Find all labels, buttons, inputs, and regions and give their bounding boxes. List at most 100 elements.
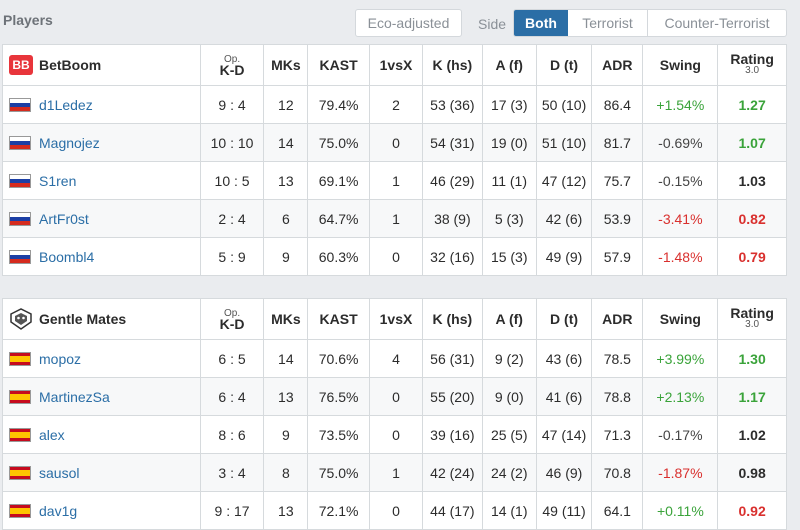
cell-af: 9 (2) bbox=[481, 339, 537, 378]
table-row: sausol 3 : 4 8 75.0% 1 42 (24) 24 (2) 46 (9) 70.… bbox=[2, 453, 787, 492]
col-kast[interactable]: KAST bbox=[307, 44, 370, 86]
cell-af: 19 (0) bbox=[481, 123, 537, 162]
player-name-link[interactable]: S1ren bbox=[39, 172, 77, 189]
gentle-mates-logo-icon[interactable] bbox=[9, 308, 33, 330]
cell-kast: 73.5% bbox=[307, 415, 370, 454]
cell-khs: 44 (17) bbox=[422, 491, 483, 530]
cell-kast: 76.5% bbox=[307, 377, 370, 416]
cell-swing: -1.48% bbox=[642, 237, 719, 276]
col-rating-version: 3.0 bbox=[745, 65, 760, 76]
cell-dt: 50 (10) bbox=[535, 85, 593, 124]
col-rating[interactable]: Rating 3.0 bbox=[717, 298, 787, 340]
player-name-link[interactable]: alex bbox=[39, 426, 65, 443]
cell-kast: 72.1% bbox=[307, 491, 370, 530]
cell-khs: 54 (31) bbox=[422, 123, 483, 162]
cell-af: 17 (3) bbox=[481, 85, 537, 124]
cell-kast: 75.0% bbox=[307, 123, 370, 162]
cell-kd: 10 : 10 bbox=[199, 123, 265, 162]
col-kd[interactable]: Op. K-D bbox=[199, 298, 265, 340]
cell-rating: 1.27 bbox=[717, 85, 787, 124]
cell-mks: 14 bbox=[263, 123, 309, 162]
cell-rating: 1.03 bbox=[717, 161, 787, 200]
cell-dt: 43 (6) bbox=[535, 339, 593, 378]
cell-khs: 32 (16) bbox=[422, 237, 483, 276]
player-name-link[interactable]: Magnojez bbox=[39, 134, 100, 151]
cell-dt: 47 (12) bbox=[535, 161, 593, 200]
player-cell: S1ren bbox=[2, 161, 201, 200]
side-filter: Both Terrorist Counter-Terrorist bbox=[513, 9, 787, 37]
col-adr[interactable]: ADR bbox=[591, 44, 644, 86]
side-both-button[interactable]: Both bbox=[514, 10, 568, 36]
col-rating[interactable]: Rating 3.0 bbox=[717, 44, 787, 86]
eco-adjusted-toggle[interactable]: Eco-adjusted bbox=[355, 9, 462, 37]
col-adr[interactable]: ADR bbox=[591, 298, 644, 340]
cell-kd: 6 : 5 bbox=[199, 339, 265, 378]
side-terrorist-button[interactable]: Terrorist bbox=[568, 10, 648, 36]
player-name-link[interactable]: dav1g bbox=[39, 502, 78, 519]
cell-kast: 64.7% bbox=[307, 199, 370, 238]
player-name-link[interactable]: MartinezSa bbox=[39, 388, 110, 405]
cell-adr: 57.9 bbox=[591, 237, 644, 276]
col-khs[interactable]: K (hs) bbox=[422, 44, 483, 86]
col-kd[interactable]: Op. K-D bbox=[199, 44, 265, 86]
cell-dt: 41 (6) bbox=[535, 377, 593, 416]
cell-swing: -0.69% bbox=[642, 123, 719, 162]
team-name[interactable]: BetBoom bbox=[39, 57, 102, 73]
cell-mks: 8 bbox=[263, 453, 309, 492]
player-name-link[interactable]: Boombl4 bbox=[39, 248, 95, 265]
player-cell: MartinezSa bbox=[2, 377, 201, 416]
cell-mks: 14 bbox=[263, 339, 309, 378]
cell-khs: 42 (24) bbox=[422, 453, 483, 492]
cell-swing: -3.41% bbox=[642, 199, 719, 238]
cell-vsx: 0 bbox=[368, 237, 424, 276]
player-name-link[interactable]: sausol bbox=[39, 464, 80, 481]
side-ct-button[interactable]: Counter-Terrorist bbox=[664, 15, 770, 31]
col-dt[interactable]: D (t) bbox=[535, 44, 593, 86]
cell-af: 9 (0) bbox=[481, 377, 537, 416]
col-kast[interactable]: KAST bbox=[307, 298, 370, 340]
cell-adr: 64.1 bbox=[591, 491, 644, 530]
player-name-link[interactable]: ArtFr0st bbox=[39, 210, 89, 227]
section-title: Players bbox=[3, 12, 53, 28]
cell-kd: 6 : 4 bbox=[199, 377, 265, 416]
col-khs[interactable]: K (hs) bbox=[422, 298, 483, 340]
cell-mks: 13 bbox=[263, 491, 309, 530]
player-name-link[interactable]: d1Ledez bbox=[39, 96, 93, 113]
team-header: BB BetBoom bbox=[2, 44, 201, 86]
cell-vsx: 1 bbox=[368, 453, 424, 492]
cell-dt: 46 (9) bbox=[535, 453, 593, 492]
cell-adr: 75.7 bbox=[591, 161, 644, 200]
cell-af: 24 (2) bbox=[481, 453, 537, 492]
cell-af: 15 (3) bbox=[481, 237, 537, 276]
team-name[interactable]: Gentle Mates bbox=[39, 311, 127, 327]
player-cell: mopoz bbox=[2, 339, 201, 378]
cell-rating: 1.30 bbox=[717, 339, 787, 378]
betboom-logo-icon[interactable]: BB bbox=[9, 55, 33, 75]
player-cell: Magnojez bbox=[2, 123, 201, 162]
col-kd-label: K-D bbox=[219, 62, 245, 78]
table-header-row: BB BetBoom Op. K-D MKs KAST 1vsX K (hs) A (f) D (… bbox=[2, 44, 787, 86]
player-cell: ArtFr0st bbox=[2, 199, 201, 238]
cell-adr: 78.5 bbox=[591, 339, 644, 378]
col-vsx[interactable]: 1vsX bbox=[368, 44, 424, 86]
col-mks[interactable]: MKs bbox=[263, 298, 309, 340]
flag-ru-icon bbox=[9, 249, 31, 264]
col-swing[interactable]: Swing bbox=[642, 298, 719, 340]
col-dt[interactable]: D (t) bbox=[535, 298, 593, 340]
col-af[interactable]: A (f) bbox=[481, 298, 537, 340]
table-row: alex 8 : 6 9 73.5% 0 39 (16) 25 (5) 47 (14) 71.3… bbox=[2, 415, 787, 454]
col-af[interactable]: A (f) bbox=[481, 44, 537, 86]
col-swing[interactable]: Swing bbox=[642, 44, 719, 86]
cell-vsx: 0 bbox=[368, 123, 424, 162]
cell-kd: 10 : 5 bbox=[199, 161, 265, 200]
cell-vsx: 4 bbox=[368, 339, 424, 378]
cell-adr: 53.9 bbox=[591, 199, 644, 238]
flag-es-icon bbox=[9, 351, 31, 366]
player-name-link[interactable]: mopoz bbox=[39, 350, 82, 367]
cell-mks: 9 bbox=[263, 415, 309, 454]
cell-vsx: 0 bbox=[368, 491, 424, 530]
col-mks[interactable]: MKs bbox=[263, 44, 309, 86]
cell-khs: 38 (9) bbox=[422, 199, 483, 238]
flag-ru-icon bbox=[9, 211, 31, 226]
col-vsx[interactable]: 1vsX bbox=[368, 298, 424, 340]
